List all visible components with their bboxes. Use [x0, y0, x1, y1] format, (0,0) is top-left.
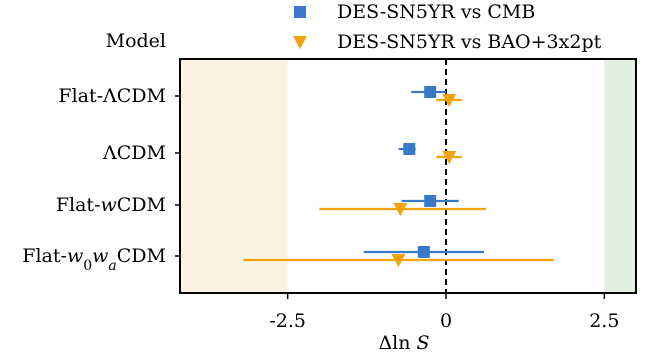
- y-ticks: Flat-ΛCDM ΛCDM Flat-wCDM Flat-w0waCDM: [22, 85, 180, 274]
- point-s0-0: [424, 86, 437, 98]
- x-tick-label-0: -2.5: [269, 310, 306, 332]
- point-s1-1: [442, 151, 457, 164]
- shaded-bands: [180, 59, 636, 293]
- model-label-0: Flat-ΛCDM: [58, 85, 166, 107]
- model-label-3: Flat-w0waCDM: [22, 245, 166, 274]
- column-header: Model: [106, 30, 166, 52]
- x-ticks: -2.5 0 2.5: [269, 293, 619, 332]
- row-1: [398, 143, 462, 164]
- point-s0-1: [403, 143, 416, 155]
- plot-frame: [179, 58, 637, 294]
- shaded-band-1: [604, 59, 636, 293]
- row-3: [243, 246, 554, 267]
- point-s1-2: [393, 203, 408, 216]
- legend-marker-1: [293, 36, 307, 49]
- model-label-1: ΛCDM: [102, 142, 166, 164]
- legend-label-1: DES-SN5YR vs BAO+3x2pt: [337, 31, 602, 53]
- legend: DES-SN5YR vs CMB DES-SN5YR vs BAO+3x2pt: [293, 1, 602, 53]
- x-tick-label-1: 0: [440, 310, 452, 332]
- point-s1-0: [442, 94, 457, 107]
- x-axis-title: Δln S: [378, 332, 429, 354]
- data-rows: [243, 86, 554, 267]
- point-s1-3: [391, 254, 406, 267]
- legend-label-0: DES-SN5YR vs CMB: [337, 1, 535, 23]
- point-s0-2: [424, 195, 437, 207]
- legend-marker-0: [294, 6, 306, 18]
- model-label-2: Flat-wCDM: [56, 194, 166, 216]
- row-0: [411, 86, 462, 107]
- x-tick-label-2: 2.5: [589, 310, 619, 332]
- shaded-band-0: [180, 59, 288, 293]
- row-2: [319, 195, 486, 216]
- point-s0-3: [417, 246, 430, 258]
